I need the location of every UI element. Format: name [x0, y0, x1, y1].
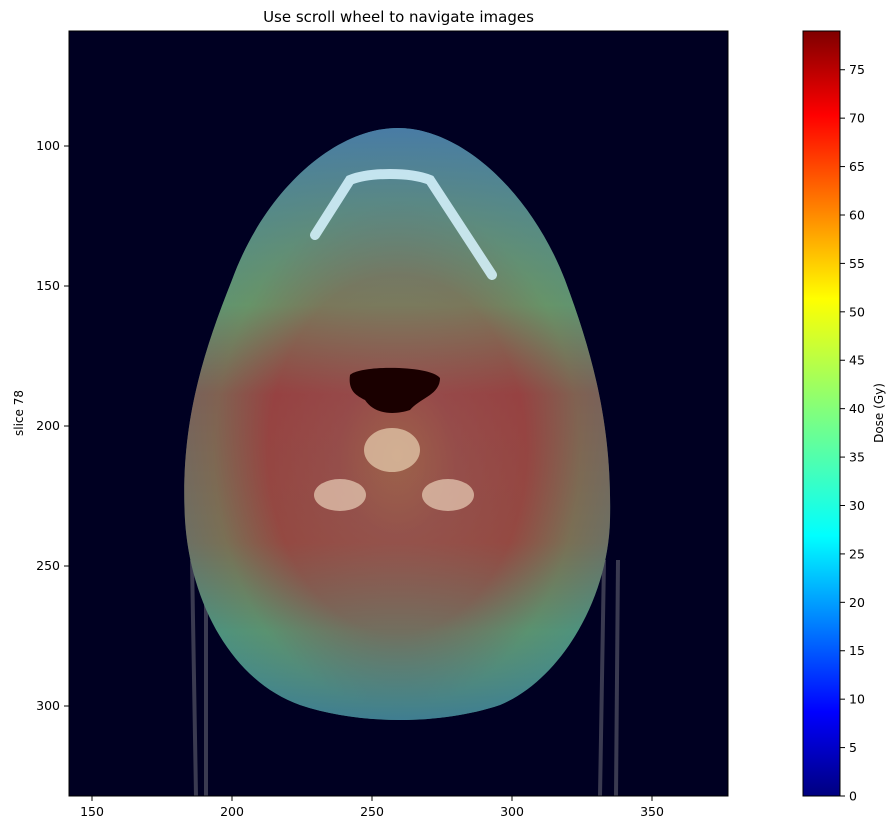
y-tick-label: 250 [36, 558, 60, 573]
colorbar-gradient [802, 30, 841, 797]
airway [349, 367, 440, 413]
figure-title: Use scroll wheel to navigate images [263, 8, 534, 26]
colorbar-tick-label: 75 [849, 62, 865, 77]
colorbar-tick-label: 5 [849, 740, 857, 755]
colorbar-tick-label: 55 [849, 256, 865, 271]
x-tick-label: 250 [360, 804, 384, 819]
y-tick-label: 100 [36, 138, 60, 153]
y-tick-label: 200 [36, 418, 60, 433]
x-tick-label: 200 [220, 804, 244, 819]
colorbar-tick-label: 10 [849, 692, 865, 707]
colorbar-tick-label: 40 [849, 401, 865, 416]
vertebra [364, 428, 420, 472]
colorbar-tick-label: 45 [849, 353, 865, 368]
x-tick-label: 300 [500, 804, 524, 819]
y-axis: 100 150 200 250 300 [36, 138, 69, 713]
colorbar-tick-label: 50 [849, 304, 865, 319]
bone-left [314, 479, 366, 511]
y-tick-label: 150 [36, 278, 60, 293]
colorbar-tick-label: 30 [849, 498, 865, 513]
colorbar-tick-label: 25 [849, 546, 865, 561]
colorbar-ticks: 0 5 10 15 20 25 30 35 40 45 50 55 60 65 70 75 [840, 62, 865, 804]
colorbar-tick-label: 70 [849, 111, 865, 126]
colorbar-tick-label: 35 [849, 450, 865, 465]
colorbar: 0 5 10 15 20 25 30 35 40 45 50 55 60 65 70 75 [802, 30, 865, 804]
image-axes-frame [68, 30, 729, 797]
colorbar-tick-label: 20 [849, 595, 865, 610]
x-tick-label: 350 [640, 804, 664, 819]
x-axis: 150 200 250 300 350 [80, 796, 664, 819]
y-tick-label: 300 [36, 698, 60, 713]
colorbar-tick-label: 65 [849, 159, 865, 174]
colorbar-tick-label: 60 [849, 207, 865, 222]
bone-right [422, 479, 474, 511]
neck-outline [190, 559, 620, 796]
mandible [310, 169, 497, 280]
ct-dose-image[interactable] [69, 31, 728, 796]
colorbar-tick-label: 0 [849, 789, 857, 804]
colorbar-tick-label: 15 [849, 643, 865, 658]
x-tick-label: 150 [80, 804, 104, 819]
